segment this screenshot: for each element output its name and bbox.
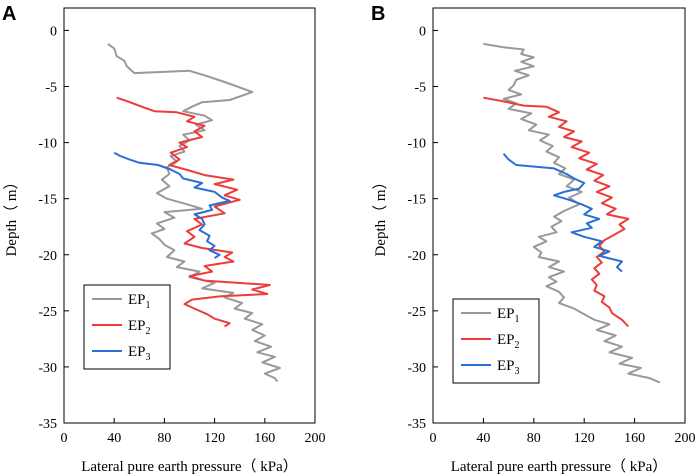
series-line-ep2 — [116, 96, 271, 328]
x-tick-label: 80 — [157, 431, 171, 446]
y-tick-label: -30 — [38, 361, 57, 376]
x-tick-label: 80 — [527, 431, 541, 446]
y-axis-title: Depth（ m） — [372, 174, 389, 256]
y-tick-label: -10 — [38, 137, 57, 152]
legend-label-ep2: EP2 — [497, 332, 520, 351]
panel-a: A 0 40 80 120 160 200 0 -5 -10 -15 -20 -25 -30 -35 Late… — [2, 3, 326, 475]
panel-label: A — [2, 3, 16, 25]
legend: EP1 EP2 EP3 — [452, 298, 540, 384]
y-tick-label: -30 — [407, 361, 426, 376]
series-line-ep1 — [107, 43, 281, 383]
x-tick-label: 120 — [574, 431, 595, 446]
y-tick-label: 0 — [419, 24, 426, 39]
y-tick-label: -15 — [38, 193, 57, 208]
x-tick-label: 160 — [624, 431, 645, 446]
legend-label-ep1: EP1 — [497, 306, 520, 325]
x-axis-title: Lateral pure earth pressure（ kPa） — [81, 458, 298, 475]
x-tick-label: 120 — [204, 431, 225, 446]
y-tick-label: -35 — [407, 417, 426, 432]
y-tick-label: -35 — [38, 417, 57, 432]
x-tick-label: 0 — [430, 431, 437, 446]
panel-b: B 0 40 80 120 160 200 0 -5 -10 -15 -20 -25 -30 -35 Late… — [371, 3, 696, 475]
series-line-ep3 — [113, 151, 231, 259]
plot-frame — [63, 7, 316, 424]
legend-label-ep3: EP3 — [128, 344, 151, 363]
series-line-ep1 — [483, 42, 661, 384]
x-tick-label: 200 — [305, 431, 326, 446]
x-tick-label: 0 — [61, 431, 68, 446]
y-tick-label: -5 — [414, 81, 426, 96]
y-tick-label: -10 — [407, 137, 426, 152]
y-tick-label: -15 — [407, 193, 426, 208]
panel-label: B — [371, 3, 385, 25]
y-axis-title: Depth（ m） — [3, 174, 20, 256]
x-tick-label: 200 — [675, 431, 696, 446]
y-tick-label: 0 — [50, 24, 57, 39]
y-tick-label: -5 — [45, 81, 57, 96]
x-axis-title: Lateral pure earth pressure（ kPa） — [451, 458, 668, 475]
x-tick-label: 40 — [107, 431, 121, 446]
x-tick-label: 40 — [476, 431, 490, 446]
y-tick-label: -25 — [407, 305, 426, 320]
plot-frame — [432, 7, 686, 424]
y-tick-label: -20 — [38, 249, 57, 264]
legend: EP1 EP2 EP3 — [83, 284, 171, 370]
y-tick-label: -25 — [38, 305, 57, 320]
x-tick-label: 160 — [254, 431, 275, 446]
legend-label-ep2: EP2 — [128, 318, 151, 337]
series-line-ep2 — [483, 96, 630, 328]
legend-label-ep3: EP3 — [497, 358, 520, 377]
series-line-ep3 — [502, 153, 623, 273]
legend-label-ep1: EP1 — [128, 292, 151, 311]
legend-box — [83, 284, 171, 370]
legend-box — [452, 298, 540, 384]
y-tick-label: -20 — [407, 249, 426, 264]
